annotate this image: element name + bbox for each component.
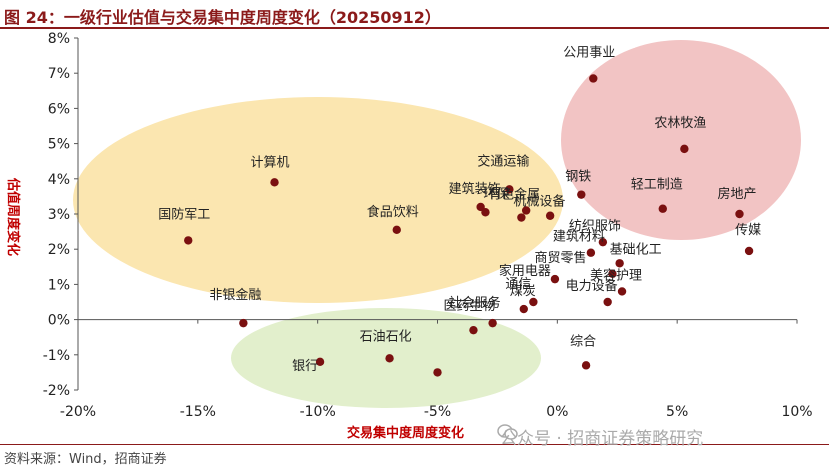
point-label: 钢铁 bbox=[565, 170, 591, 185]
data-point bbox=[581, 361, 591, 370]
data-point bbox=[586, 248, 596, 257]
point-label: 纺织服饰 bbox=[569, 219, 621, 234]
y-tick-label: -2% bbox=[43, 383, 70, 399]
data-point bbox=[239, 318, 248, 328]
x-tick-label: 0% bbox=[546, 404, 568, 420]
point-label: 轻工制造 bbox=[631, 178, 683, 193]
point-label: 商贸零售 bbox=[534, 250, 586, 266]
data-point bbox=[550, 274, 560, 284]
x-tick-label: -20% bbox=[60, 404, 96, 420]
watermark-text: 公众号 · 招商证券策略研究 bbox=[500, 429, 704, 449]
data-point bbox=[598, 237, 608, 247]
highlight-ellipses bbox=[73, 40, 801, 408]
data-point bbox=[517, 213, 526, 222]
point-label: 有色金属 bbox=[488, 186, 540, 202]
data-point bbox=[577, 190, 586, 199]
data-point bbox=[744, 246, 754, 256]
point-label: 建筑材料 bbox=[553, 229, 605, 245]
point-label: 交通运输 bbox=[477, 153, 529, 169]
point-label: 建筑装饰 bbox=[449, 181, 501, 197]
data-point bbox=[680, 144, 689, 154]
x-ticks: -20% -15% -10% -5% 0% 5% 10% bbox=[60, 319, 813, 420]
y-tick-label: 8% bbox=[48, 31, 70, 47]
point-label: 房地产 bbox=[717, 186, 756, 202]
data-point bbox=[315, 357, 325, 367]
point-label: 国防军工 bbox=[158, 206, 210, 222]
source-note: 资料来源：Wind，招商证券 bbox=[4, 452, 167, 467]
y-tick-label: 3% bbox=[48, 207, 70, 223]
data-point bbox=[481, 208, 490, 217]
y-tick-label: 0% bbox=[48, 313, 70, 329]
point-label: 医药生物 bbox=[443, 299, 495, 314]
point-label: 公用事业 bbox=[563, 45, 615, 60]
wechat-icon bbox=[497, 424, 518, 440]
data-point bbox=[521, 206, 531, 215]
data-point bbox=[469, 325, 478, 335]
point-label: 机械设备 bbox=[513, 194, 565, 210]
point-label: 环保 bbox=[483, 187, 509, 202]
y-tick-label: 1% bbox=[48, 277, 70, 293]
ellipse-orange bbox=[73, 97, 563, 303]
data-point bbox=[519, 304, 528, 314]
y-tick-label: 5% bbox=[48, 137, 70, 153]
point-label: 基础化工 bbox=[610, 242, 662, 257]
data-point bbox=[433, 368, 442, 377]
y-ticks: -2% -1% 0% 1% 2% 3% 4% 5% 6% 7% 8% bbox=[43, 31, 78, 399]
point-label: 非银金融 bbox=[209, 287, 261, 303]
x-axis-title: 交易集中度周度变化 bbox=[347, 425, 464, 441]
point-label: 家用电器 bbox=[499, 263, 551, 279]
data-point bbox=[735, 209, 744, 219]
data-point bbox=[488, 318, 497, 328]
y-tick-label: 7% bbox=[48, 66, 70, 82]
x-tick-label: -5% bbox=[424, 404, 451, 420]
data-point bbox=[270, 178, 279, 187]
x-tick-label: -10% bbox=[300, 404, 336, 420]
x-tick-label: 10% bbox=[781, 404, 812, 420]
data-point bbox=[617, 287, 627, 296]
point-label: 社会服务 bbox=[449, 295, 501, 311]
y-axis-title: 估值周度变化 bbox=[5, 177, 21, 256]
x-tick-label: 5% bbox=[666, 404, 688, 420]
point-label: 传媒 bbox=[735, 223, 761, 238]
point-label: 电力设备 bbox=[566, 278, 618, 294]
point-label: 农林牧渔 bbox=[654, 116, 706, 131]
data-point bbox=[608, 269, 617, 279]
data-point bbox=[529, 297, 538, 307]
title-divider bbox=[0, 27, 829, 29]
data-point bbox=[589, 74, 598, 83]
data-point bbox=[545, 211, 555, 220]
data-point bbox=[184, 236, 193, 245]
data-point bbox=[392, 225, 401, 235]
y-tick-label: -1% bbox=[43, 348, 70, 364]
data-point bbox=[505, 185, 514, 194]
chart-title: 图 24：一级行业估值与交易集中度周度变化（20250912） bbox=[4, 8, 441, 27]
data-points bbox=[184, 74, 754, 377]
point-label: 综合 bbox=[570, 334, 596, 349]
point-label: 食品饮料 bbox=[367, 204, 419, 220]
point-label: 煤炭 bbox=[510, 284, 536, 299]
data-point bbox=[658, 204, 667, 213]
y-tick-label: 4% bbox=[48, 172, 70, 188]
y-tick-label: 6% bbox=[48, 101, 70, 117]
x-tick-label: -15% bbox=[180, 404, 216, 420]
point-label: 美容护理 bbox=[590, 267, 642, 283]
point-label: 银行 bbox=[292, 359, 318, 374]
data-point bbox=[385, 354, 394, 363]
ellipse-red bbox=[561, 40, 801, 240]
y-tick-label: 2% bbox=[48, 242, 70, 258]
data-point bbox=[615, 259, 624, 268]
data-point bbox=[603, 297, 612, 307]
footer-divider bbox=[0, 444, 829, 445]
point-label: 计算机 bbox=[251, 155, 290, 170]
point-label: 石油石化 bbox=[360, 329, 412, 344]
point-label: 通信 bbox=[505, 277, 531, 292]
